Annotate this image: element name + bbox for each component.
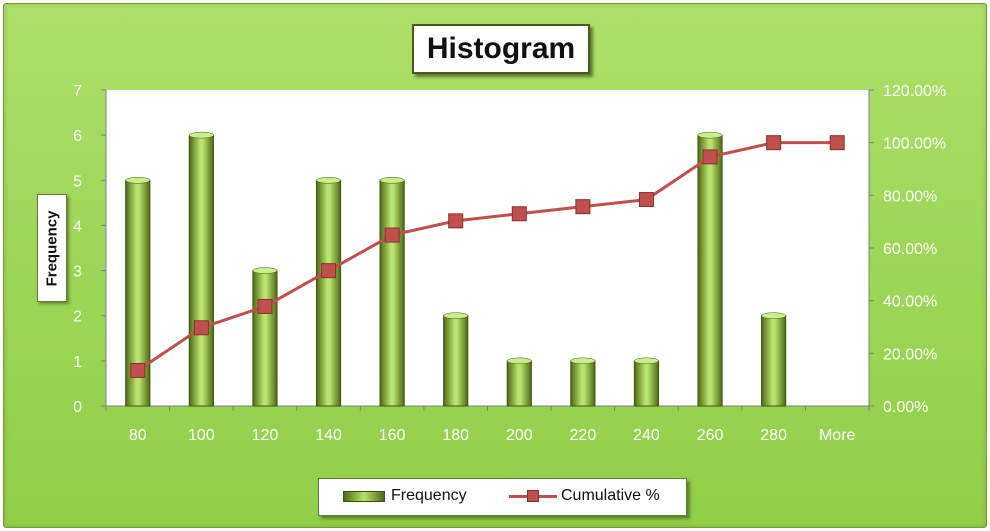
y2-tick-label: 0.00% xyxy=(883,399,928,416)
y2-tick-label: 120.00% xyxy=(883,83,946,100)
legend-item-cumulative: Cumulative % xyxy=(509,487,660,505)
bar-top-cap xyxy=(189,131,214,139)
bar-frequency xyxy=(188,134,214,407)
legend-item-frequency: Frequency xyxy=(343,487,467,505)
y-tick-label: 4 xyxy=(73,218,82,235)
legend-label-frequency: Frequency xyxy=(391,487,467,504)
marker-cumulative xyxy=(511,206,527,222)
y-tick-label: 1 xyxy=(73,354,82,371)
bar-frequency xyxy=(315,179,342,407)
plot-area: 0 1 2 3 4 5 6 7 0.00% 20.00% 40.00% 60.00% 80.00% 100… xyxy=(73,83,946,444)
y-tick-label: 7 xyxy=(73,83,82,100)
chart-title-box: Histogram xyxy=(412,24,590,74)
y-tick-label: 3 xyxy=(73,264,82,281)
plot-background xyxy=(106,90,869,406)
bar-frequency xyxy=(252,270,278,407)
x-tick-label: 260 xyxy=(697,427,724,444)
chart-title: Histogram xyxy=(426,32,576,65)
chart-canvas: 0 1 2 3 4 5 6 7 0.00% 20.00% 40.00% 60.00% 80.00% 100… xyxy=(73,83,946,444)
marker-cumulative xyxy=(448,213,464,229)
bar-frequency xyxy=(379,179,405,407)
bar-frequency xyxy=(697,134,723,407)
marker-cumulative xyxy=(257,298,273,314)
bar-top-cap xyxy=(761,312,786,319)
x-tick-label: More xyxy=(819,427,856,444)
x-tick-label: 180 xyxy=(442,427,469,444)
marker-cumulative xyxy=(321,263,337,279)
y2-tick-label: 100.00% xyxy=(883,136,946,153)
marker-cumulative xyxy=(829,135,845,151)
y-tick-label: 0 xyxy=(73,399,82,416)
marker-cumulative xyxy=(130,362,146,378)
bar-top-cap xyxy=(125,177,151,184)
x-tick-label: 200 xyxy=(506,427,533,444)
x-tick-label: 140 xyxy=(315,427,342,444)
chart-frame: 0 1 2 3 4 5 6 7 0.00% 20.00% 40.00% 60.00% 80.00% 100… xyxy=(3,3,987,528)
bar-top-cap xyxy=(697,131,723,139)
x-tick-label: 280 xyxy=(760,427,787,444)
y-tick-label: 5 xyxy=(73,173,82,190)
x-tick-label: 100 xyxy=(188,427,215,444)
bar-top-cap xyxy=(506,357,532,365)
legend-label-cumulative: Cumulative % xyxy=(561,487,660,504)
y-axis-label: Frequency xyxy=(43,210,61,286)
y2-tick-label: 20.00% xyxy=(883,346,937,363)
y-tick-label: 6 xyxy=(73,128,82,145)
legend-line-swatch xyxy=(509,489,557,503)
x-tick-label: 240 xyxy=(633,427,660,444)
x-tick-label: 120 xyxy=(252,427,279,444)
bar-frequency xyxy=(506,360,532,407)
bar-top-cap xyxy=(252,267,278,274)
y2-tick-label: 40.00% xyxy=(883,294,937,311)
bar-top-cap xyxy=(570,357,596,365)
x-tick-label: 220 xyxy=(570,427,597,444)
x-tick-label: 160 xyxy=(379,427,406,444)
bar-frequency xyxy=(761,315,787,407)
bar-frequency xyxy=(570,360,596,407)
y2-tick-label: 80.00% xyxy=(883,188,937,205)
bar-frequency xyxy=(633,360,660,407)
marker-cumulative xyxy=(384,227,400,243)
line-cumulative xyxy=(136,141,838,372)
bar-top-cap xyxy=(634,357,659,365)
y-axis-label-box: Frequency xyxy=(37,194,67,302)
x-tick-label: 80 xyxy=(129,427,147,444)
bar-frequency xyxy=(443,315,469,407)
marker-cumulative xyxy=(638,192,654,208)
bar-top-cap xyxy=(316,177,341,184)
y-tick-label: 2 xyxy=(73,309,82,326)
legend-bar-swatch xyxy=(343,490,385,502)
marker-cumulative xyxy=(575,199,591,215)
legend: Frequency Cumulative % xyxy=(318,478,687,516)
marker-cumulative xyxy=(193,320,209,336)
y2-tick-label: 60.00% xyxy=(883,241,937,258)
marker-cumulative xyxy=(702,149,718,165)
marker-cumulative xyxy=(766,135,782,151)
bar-top-cap xyxy=(379,177,405,184)
bar-top-cap xyxy=(443,312,469,319)
